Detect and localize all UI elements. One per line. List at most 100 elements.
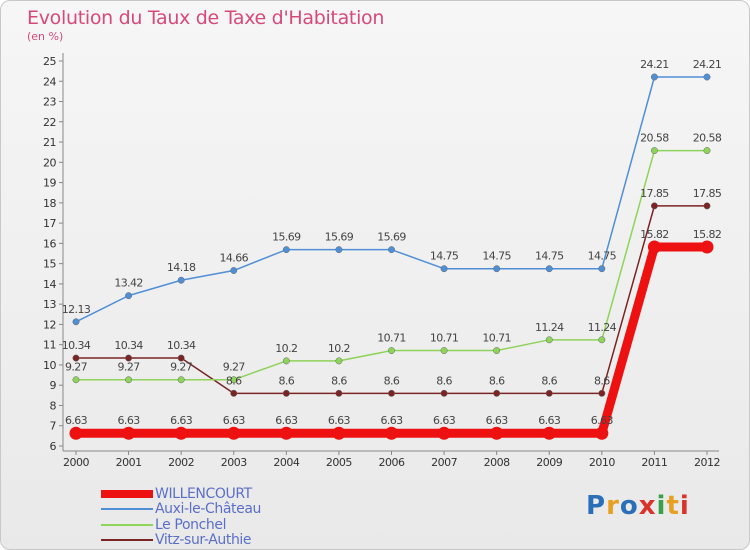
y-tick-label: 25 xyxy=(43,55,56,68)
data-label-vitz-sur-authie: 17.85 xyxy=(693,187,722,200)
y-tick-label: 21 xyxy=(43,136,56,149)
data-point-vitz-sur-authie xyxy=(703,202,711,210)
data-label-vitz-sur-authie: 17.85 xyxy=(640,187,669,200)
data-label-willencourt: 6.63 xyxy=(328,414,351,427)
data-point-willencourt xyxy=(227,426,241,440)
x-tick-label: 2002 xyxy=(168,456,194,469)
data-label-auxi-le-chateau: 15.69 xyxy=(325,231,354,244)
data-point-le-ponchel xyxy=(177,376,185,384)
data-label-auxi-le-chateau: 15.69 xyxy=(272,231,301,244)
data-label-willencourt: 6.63 xyxy=(380,414,403,427)
data-label-auxi-le-chateau: 15.69 xyxy=(377,231,406,244)
data-label-willencourt: 6.63 xyxy=(433,414,456,427)
data-label-vitz-sur-authie: 10.34 xyxy=(62,339,91,352)
data-label-auxi-le-chateau: 13.42 xyxy=(114,277,143,290)
x-tick-label: 2005 xyxy=(326,456,352,469)
data-label-le-ponchel: 9.27 xyxy=(65,361,88,374)
y-tick-label: 16 xyxy=(43,237,56,250)
y-tick-label: 22 xyxy=(43,116,56,129)
data-point-vitz-sur-authie xyxy=(440,389,448,397)
x-tick-label: 2010 xyxy=(589,456,615,469)
unit-label: (en %) xyxy=(27,30,64,43)
y-tick-label: 10 xyxy=(43,359,56,372)
data-label-le-ponchel: 11.24 xyxy=(535,321,564,334)
data-label-le-ponchel: 9.27 xyxy=(223,361,246,374)
data-label-le-ponchel: 10.2 xyxy=(328,342,350,355)
data-point-vitz-sur-authie xyxy=(493,389,501,397)
data-point-vitz-sur-authie xyxy=(335,389,343,397)
logo-letter: o xyxy=(619,491,639,521)
legend-item-le-ponchel: Le Ponchel xyxy=(101,517,261,533)
data-point-le-ponchel xyxy=(230,376,238,384)
data-label-auxi-le-chateau: 14.66 xyxy=(220,252,249,265)
data-point-vitz-sur-authie xyxy=(598,389,606,397)
data-label-le-ponchel: 20.58 xyxy=(640,132,669,145)
data-point-le-ponchel xyxy=(125,376,133,384)
logo-letter: P xyxy=(586,491,607,521)
data-point-le-ponchel xyxy=(650,147,658,155)
x-tick-label: 2006 xyxy=(379,456,405,469)
y-tick-label: 24 xyxy=(43,75,56,88)
x-tick-label: 2003 xyxy=(221,456,247,469)
y-tick-label: 14 xyxy=(43,278,56,291)
data-label-auxi-le-chateau: 12.13 xyxy=(62,303,91,316)
data-point-auxi-le-chateau xyxy=(177,276,185,284)
logo-letter: t xyxy=(666,491,680,521)
data-label-auxi-le-chateau: 14.75 xyxy=(482,250,511,263)
data-point-auxi-le-chateau xyxy=(72,318,80,326)
data-point-willencourt xyxy=(595,426,609,440)
data-point-le-ponchel xyxy=(388,347,395,355)
logo-letter: i xyxy=(679,491,690,521)
legend-label: WILLENCOURT xyxy=(155,485,252,502)
y-tick-label: 6 xyxy=(50,440,57,453)
data-label-willencourt: 6.63 xyxy=(223,414,246,427)
legend-swatch xyxy=(101,539,153,542)
data-point-willencourt xyxy=(332,426,346,440)
legend-swatch xyxy=(101,489,153,498)
data-label-vitz-sur-authie: 10.34 xyxy=(167,339,196,352)
series-line-auxi-le-chateau xyxy=(75,76,708,323)
data-point-vitz-sur-authie xyxy=(72,354,80,362)
data-label-willencourt: 6.63 xyxy=(170,414,193,427)
data-label-vitz-sur-authie: 8.6 xyxy=(331,374,347,387)
data-point-willencourt xyxy=(174,426,188,440)
legend-item-willencourt: WILLENCOURT xyxy=(101,486,261,502)
data-label-le-ponchel: 10.71 xyxy=(430,332,459,345)
data-point-vitz-sur-authie xyxy=(388,389,395,397)
data-point-le-ponchel xyxy=(440,347,448,355)
data-point-auxi-le-chateau xyxy=(282,246,290,254)
data-label-auxi-le-chateau: 14.75 xyxy=(588,250,617,263)
y-tick-label: 18 xyxy=(43,197,56,210)
data-point-willencourt xyxy=(647,240,661,254)
data-label-willencourt: 6.63 xyxy=(486,414,509,427)
data-label-vitz-sur-authie: 10.34 xyxy=(114,339,143,352)
data-label-auxi-le-chateau: 24.21 xyxy=(693,58,722,71)
data-label-le-ponchel: 10.71 xyxy=(482,332,511,345)
legend-item-auxi-le-chateau: Auxi-le-Château xyxy=(101,501,261,517)
data-point-le-ponchel xyxy=(335,357,343,365)
data-point-le-ponchel xyxy=(282,357,290,365)
x-tick-label: 2004 xyxy=(273,456,299,469)
data-point-auxi-le-chateau xyxy=(650,73,658,81)
data-point-auxi-le-chateau xyxy=(598,265,606,273)
data-point-auxi-le-chateau xyxy=(493,265,501,273)
data-label-willencourt: 6.63 xyxy=(591,414,614,427)
data-label-auxi-le-chateau: 14.75 xyxy=(430,250,459,263)
data-point-auxi-le-chateau xyxy=(440,265,448,273)
data-label-vitz-sur-authie: 8.6 xyxy=(594,374,610,387)
data-label-willencourt: 15.82 xyxy=(640,228,669,241)
y-tick-label: 23 xyxy=(43,96,56,109)
data-point-vitz-sur-authie xyxy=(125,354,133,362)
legend-swatch xyxy=(101,523,153,526)
chart-title: Evolution du Taux de Taxe d'Habitation xyxy=(27,7,385,29)
y-tick-label: 13 xyxy=(43,298,56,311)
data-label-vitz-sur-authie: 8.6 xyxy=(436,374,452,387)
data-point-vitz-sur-authie xyxy=(230,389,238,397)
data-label-auxi-le-chateau: 14.75 xyxy=(535,250,564,263)
data-point-willencourt xyxy=(700,240,714,254)
data-label-le-ponchel: 9.27 xyxy=(170,361,193,374)
logo-letter: x xyxy=(638,491,657,521)
data-point-le-ponchel xyxy=(703,147,711,155)
y-tick-label: 12 xyxy=(43,318,56,331)
